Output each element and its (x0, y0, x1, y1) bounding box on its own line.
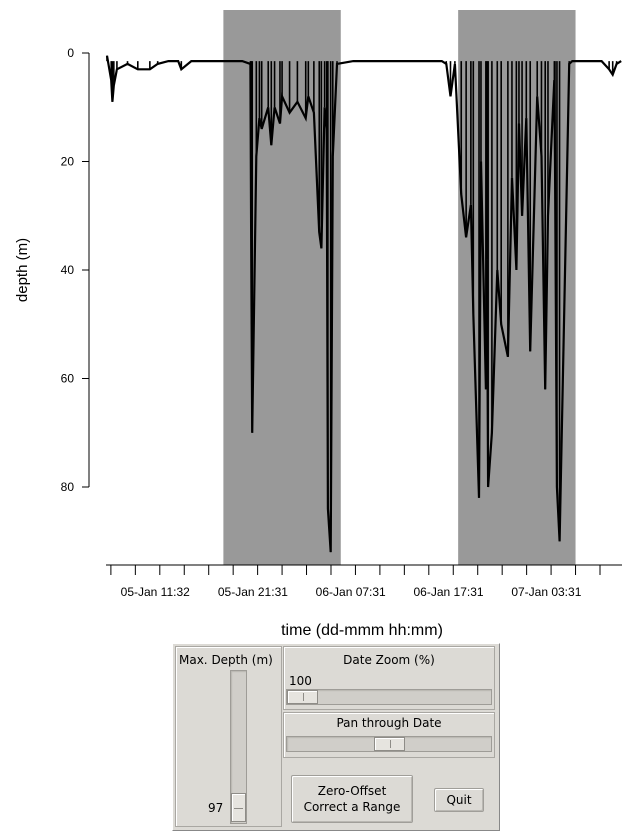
pan-slider-thumb[interactable] (374, 737, 405, 751)
max-depth-slider[interactable] (230, 670, 247, 824)
y-tick-label: 0 (67, 46, 74, 60)
pan-label: Pan through Date (336, 716, 442, 730)
x-tick-label: 06-Jan 17:31 (414, 585, 484, 599)
x-tick-label: 05-Jan 11:32 (121, 585, 190, 599)
y-tick-label: 40 (61, 263, 75, 277)
y-axis-label: depth (m) (14, 238, 31, 302)
max-depth-slider-thumb[interactable] (231, 793, 246, 822)
x-tick-label: 05-Jan 21:31 (218, 585, 288, 599)
x-tick-label: 07-Jan 03:31 (511, 585, 581, 599)
x-axis-label: time (dd-mmm hh:mm) (281, 622, 443, 639)
pan-frame (283, 712, 495, 758)
y-tick-label: 60 (61, 372, 75, 386)
date-zoom-slider-thumb[interactable] (287, 690, 318, 704)
max-depth-value: 97 (208, 801, 224, 815)
date-zoom-frame (283, 646, 495, 710)
x-tick-label: 06-Jan 07:31 (316, 585, 386, 599)
date-zoom-label: Date Zoom (%) (343, 653, 435, 667)
y-tick-label: 80 (61, 480, 75, 494)
date-zoom-value: 100 (289, 674, 312, 688)
max-depth-frame (175, 646, 282, 827)
max-depth-label: Max. Depth (m) (179, 653, 273, 667)
date-zoom-slider[interactable] (286, 689, 492, 705)
depth-series (105, 55, 622, 553)
control-panel: Max. Depth (m) 97 Date Zoom (%) 100 Pan … (172, 643, 500, 831)
chart-axes: 0 20 40 60 80 05-Jan 11:32 05-Jan 21:31 06-Jan … (61, 46, 622, 599)
y-tick-label: 20 (61, 155, 75, 169)
zero-offset-button[interactable]: Zero-Offset Correct a Range (291, 775, 413, 823)
quit-button[interactable]: Quit (434, 788, 484, 812)
depth-trace (105, 55, 622, 553)
depth-time-chart: 0 20 40 60 80 05-Jan 11:32 05-Jan 21:31 06-Jan … (14, 10, 622, 639)
